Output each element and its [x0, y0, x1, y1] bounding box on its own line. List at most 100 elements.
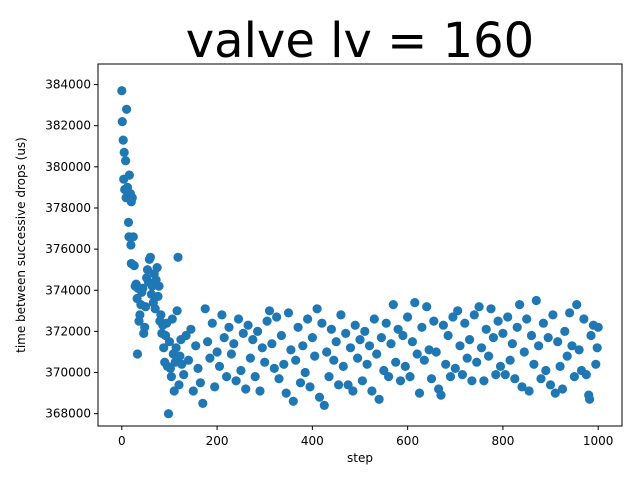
data-point [129, 261, 139, 271]
data-point [138, 283, 148, 293]
data-point [524, 386, 534, 396]
data-point [393, 324, 403, 334]
data-point [507, 339, 517, 349]
data-point [210, 382, 220, 392]
data-point [348, 386, 358, 396]
data-point [212, 347, 222, 357]
data-point [195, 378, 205, 388]
data-point [291, 355, 301, 365]
data-point [293, 322, 303, 332]
y-tick-label: 370000 [45, 366, 91, 380]
x-tick-label: 200 [206, 434, 229, 448]
data-point [222, 372, 232, 382]
data-point [298, 341, 308, 351]
x-tick-label: 1000 [583, 434, 614, 448]
data-point [126, 240, 136, 250]
data-point [353, 353, 363, 363]
data-point [481, 324, 491, 334]
data-point [591, 359, 601, 369]
data-point [200, 304, 210, 314]
data-point [438, 320, 448, 330]
data-point [236, 365, 246, 376]
data-point [272, 312, 282, 322]
x-axis: 0 200 400 600 800 1000 [118, 426, 613, 448]
data-point [465, 335, 475, 345]
data-point [400, 361, 410, 371]
data-point [322, 347, 332, 357]
data-point [171, 343, 181, 353]
data-point [579, 314, 589, 324]
data-point [188, 386, 198, 396]
data-point [395, 376, 406, 386]
data-point [283, 308, 294, 318]
data-point [163, 409, 174, 419]
data-point [557, 384, 568, 394]
y-tick-label: 376000 [45, 242, 91, 256]
data-point [531, 295, 541, 306]
data-point [331, 337, 341, 347]
data-point [548, 310, 558, 320]
data-point [166, 372, 176, 382]
data-point [142, 265, 153, 275]
data-point [469, 310, 479, 320]
data-point [565, 308, 575, 318]
data-point [226, 349, 236, 359]
data-point [381, 318, 391, 328]
data-point [581, 370, 591, 380]
data-point [555, 361, 565, 371]
chart-title: valve lv = 160 [186, 13, 534, 69]
data-point [238, 328, 248, 338]
data-point [388, 300, 398, 310]
data-point [329, 355, 339, 365]
data-point [592, 343, 602, 353]
data-point [355, 335, 365, 345]
data-point [410, 298, 420, 308]
data-point [173, 252, 183, 262]
data-point [334, 380, 344, 390]
data-point [357, 376, 367, 386]
x-tick-label: 600 [396, 434, 419, 448]
data-point [159, 343, 169, 353]
data-point [175, 351, 185, 361]
data-point [445, 372, 456, 382]
data-point [156, 310, 166, 320]
data-point [372, 349, 382, 359]
data-point [412, 349, 422, 359]
data-point [505, 355, 515, 365]
data-point [405, 372, 415, 382]
data-point [586, 330, 596, 341]
y-tick-label: 378000 [45, 201, 91, 215]
data-point [585, 394, 595, 404]
data-point [181, 330, 191, 341]
x-tick-label: 400 [301, 434, 324, 448]
data-point [233, 314, 244, 324]
data-point [121, 156, 131, 166]
data-point [257, 343, 267, 353]
data-point [119, 147, 129, 157]
data-point [132, 349, 143, 359]
data-point [419, 355, 429, 365]
y-axis: 368000 370000 372000 374000 376000 378000 3800… [45, 78, 98, 421]
data-point [341, 328, 351, 338]
data-point [553, 337, 563, 347]
data-point [503, 312, 513, 322]
y-tick-label: 382000 [45, 119, 91, 133]
data-point [364, 341, 375, 351]
y-tick-label: 384000 [45, 78, 91, 92]
data-point [140, 322, 150, 332]
data-point [534, 341, 544, 351]
data-point [153, 291, 163, 301]
data-point [529, 359, 539, 369]
data-point [562, 351, 572, 361]
data-point [336, 310, 346, 320]
data-point [167, 314, 177, 324]
y-tick-label: 374000 [45, 283, 91, 297]
data-point [448, 312, 458, 322]
data-point [264, 306, 275, 316]
data-point [443, 330, 453, 341]
data-point [255, 386, 265, 396]
data-point [231, 376, 241, 386]
data-point [203, 337, 213, 347]
data-point [338, 361, 348, 371]
data-point [495, 361, 506, 371]
